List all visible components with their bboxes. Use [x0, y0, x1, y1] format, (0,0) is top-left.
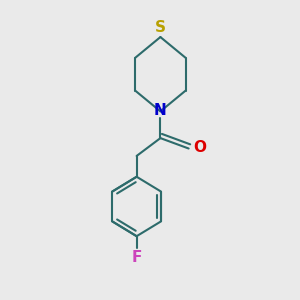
- Text: F: F: [131, 250, 142, 266]
- Text: O: O: [193, 140, 206, 155]
- Text: N: N: [154, 103, 167, 118]
- Text: S: S: [155, 20, 166, 35]
